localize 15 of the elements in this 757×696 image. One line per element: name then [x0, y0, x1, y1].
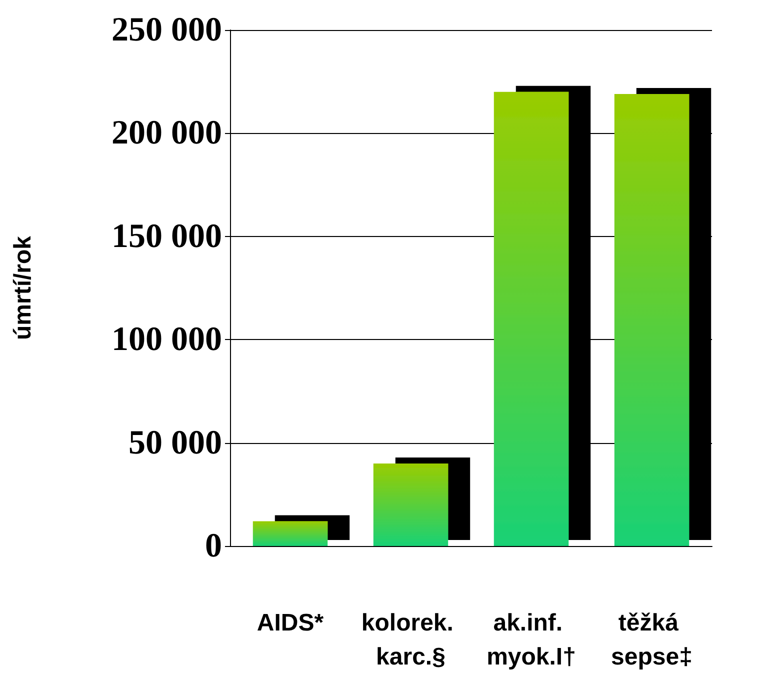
x-tick-label: těžká sepse‡	[611, 610, 692, 670]
bar	[494, 92, 569, 546]
y-tick-label: 100 000	[112, 321, 222, 358]
bar	[614, 94, 690, 546]
x-tick-label: ak.inf. myok.I†	[486, 610, 576, 670]
y-tick-label: 250 000	[112, 12, 222, 48]
y-tick-label: 50 000	[128, 424, 222, 462]
x-tick-label: AIDS*	[256, 610, 324, 636]
y-axis-title: úmrtí/rok	[10, 235, 36, 340]
y-tick-label: 150 000	[112, 218, 222, 255]
bar	[373, 463, 448, 546]
bar	[252, 521, 328, 546]
y-tick-label: 0	[205, 528, 222, 564]
x-tick-label: kolorek. karc.§	[361, 610, 460, 670]
y-tick-label: 200 000	[112, 114, 222, 152]
